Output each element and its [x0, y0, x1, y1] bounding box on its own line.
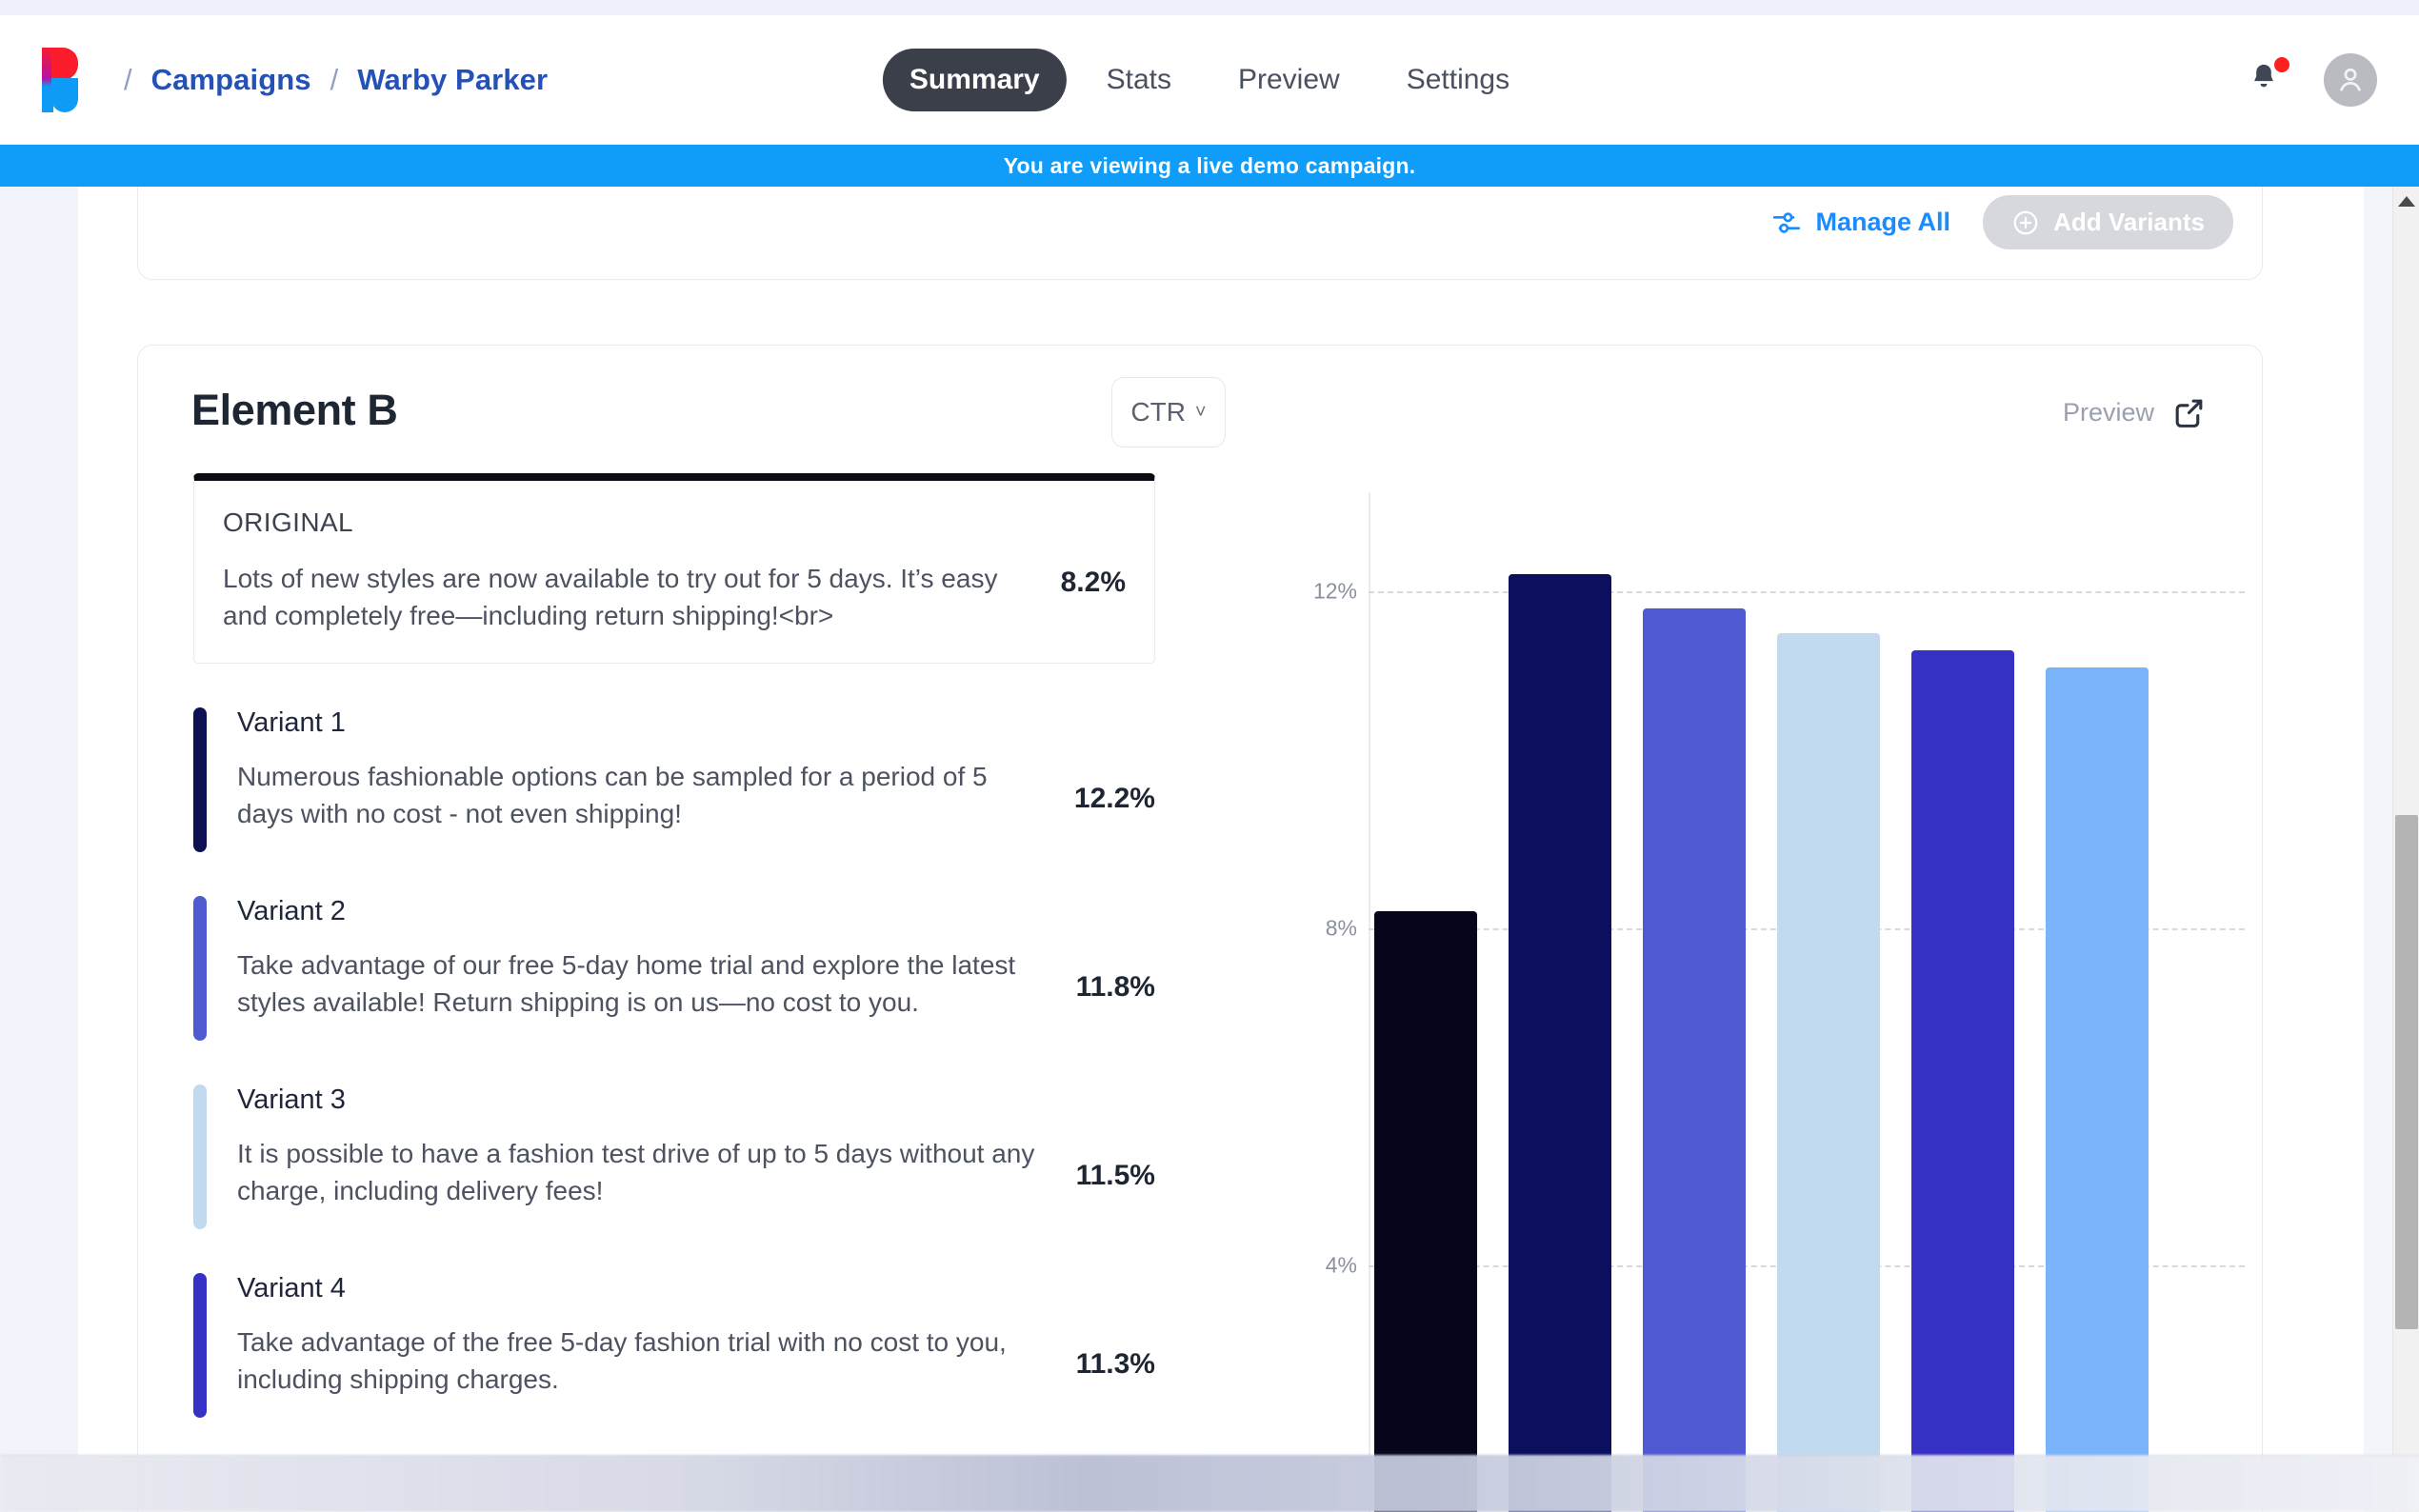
metric-select-value: CTR	[1130, 397, 1186, 427]
variant-name: Variant 1	[237, 707, 346, 739]
tab-settings[interactable]: Settings	[1406, 63, 1510, 95]
notifications-button[interactable]	[2248, 56, 2289, 101]
add-variants-button[interactable]: Add Variants	[1983, 195, 2233, 249]
variant-copy-text: Take advantage of our free 5-day home tr…	[237, 950, 1016, 1018]
app-header: / Campaigns / Warby Parker Summary Stats…	[0, 15, 2419, 145]
variants-toolbar-card: Manage All Add Variants	[137, 187, 2263, 280]
page-content: Manage All Add Variants Element B CTR	[78, 187, 2364, 1512]
notification-badge-dot	[2274, 56, 2289, 72]
list-item[interactable]: Variant 2 Take advantage of our free 5-d…	[193, 896, 1155, 1042]
tab-preview[interactable]: Preview	[1238, 63, 1340, 95]
variant-name: Variant 3	[237, 1084, 346, 1116]
chart-bar[interactable]	[1777, 633, 1880, 1512]
list-item[interactable]: Variant 4 Take advantage of the free 5-d…	[193, 1273, 1155, 1419]
brand-logo-icon[interactable]	[42, 47, 78, 112]
chart-bars	[1374, 473, 2245, 1512]
plus-circle-icon	[2013, 210, 2038, 234]
chart-bar[interactable]	[1374, 911, 1477, 1512]
variant-metric-value: 11.5%	[1075, 1160, 1155, 1192]
main-nav-tabs: Summary Stats Preview Settings	[882, 48, 1536, 111]
variant-name: Variant 4	[237, 1273, 346, 1304]
tab-stats[interactable]: Stats	[1106, 63, 1171, 95]
breadcrumb-separator-2: /	[330, 62, 339, 96]
bell-icon	[2254, 64, 2273, 87]
variant-color-bar	[193, 896, 207, 1042]
chart-y-tick-label: 8%	[1325, 915, 1357, 941]
original-metric-value: 8.2%	[1060, 567, 1126, 598]
header-actions	[2248, 52, 2377, 107]
manage-all-label: Manage All	[1815, 208, 1951, 236]
demo-campaign-banner: You are viewing a live demo campaign.	[0, 145, 2419, 187]
metric-select-dropdown[interactable]: CTR ˅	[1111, 377, 1226, 448]
window-top-strip	[0, 0, 2419, 15]
variant-color-bar	[193, 707, 207, 853]
external-link-icon	[2175, 399, 2203, 428]
variant-name: Variant 2	[237, 896, 346, 927]
list-item[interactable]: Variant 3 It is possible to have a fashi…	[193, 1084, 1155, 1230]
user-avatar[interactable]	[2324, 52, 2377, 107]
scrollbar-thumb[interactable]	[2395, 815, 2418, 1329]
chart-gridline	[1369, 590, 2245, 593]
left-gutter	[0, 187, 78, 1512]
variants-toolbar-actions: Manage All Add Variants	[1770, 195, 2233, 249]
sliders-icon	[1772, 211, 1800, 233]
bottom-fade-overlay	[0, 1455, 2419, 1512]
variant-metric-value: 11.3%	[1075, 1348, 1155, 1381]
variants-bar-chart: 12% 8% 4%	[1262, 473, 2262, 1512]
variants-list: ORIGINAL Lots of new styles are now avai…	[193, 473, 1155, 1419]
breadcrumb-separator-1: /	[124, 62, 132, 96]
manage-all-button[interactable]: Manage All	[1770, 207, 1951, 239]
original-variant-card[interactable]: ORIGINAL Lots of new styles are now avai…	[193, 473, 1155, 665]
chart-bar[interactable]	[1509, 574, 1611, 1512]
chart-bar[interactable]	[2046, 666, 2149, 1512]
add-variants-label: Add Variants	[2053, 208, 2205, 236]
preview-link-label: Preview	[2062, 398, 2154, 427]
page-body: Manage All Add Variants Element B CTR	[0, 187, 2419, 1512]
variant-metric-value: 12.2%	[1073, 783, 1155, 815]
triangle-up-icon[interactable]	[2397, 196, 2415, 207]
page-scrollbar[interactable]	[2392, 187, 2419, 1512]
chart-y-tick-label: 12%	[1312, 578, 1357, 604]
chevron-down-icon: ˅	[1194, 401, 1207, 423]
variant-copy-text: It is possible to have a fashion test dr…	[237, 1139, 1035, 1206]
breadcrumb-current-campaign[interactable]: Warby Parker	[357, 62, 549, 96]
variant-color-bar	[193, 1084, 207, 1230]
chart-bar[interactable]	[1911, 649, 2014, 1512]
page-title: Element B	[191, 386, 398, 434]
breadcrumb-campaigns-link[interactable]: Campaigns	[150, 62, 311, 96]
original-label: ORIGINAL	[223, 507, 354, 537]
chart-y-axis	[1369, 492, 1370, 1512]
variant-metric-value: 11.8%	[1075, 971, 1155, 1004]
variant-copy-text: Take advantage of the free 5-day fashion…	[237, 1327, 1007, 1395]
tab-summary[interactable]: Summary	[882, 48, 1067, 111]
variant-copy-text: Numerous fashionable options can be samp…	[237, 762, 988, 829]
variant-color-bar	[193, 1273, 207, 1419]
preview-variant-link[interactable]: Preview	[2063, 395, 2207, 430]
list-item[interactable]: Variant 1 Numerous fashionable options c…	[193, 707, 1155, 853]
user-avatar-icon	[2340, 68, 2361, 91]
chart-y-tick-label: 4%	[1325, 1252, 1357, 1278]
original-copy-text: Lots of new styles are now available to …	[223, 564, 998, 630]
element-b-card: Element B CTR ˅ Preview	[137, 345, 2263, 1512]
chart-bar[interactable]	[1643, 607, 1746, 1512]
element-card-header: Element B CTR ˅ Preview	[138, 346, 2262, 481]
